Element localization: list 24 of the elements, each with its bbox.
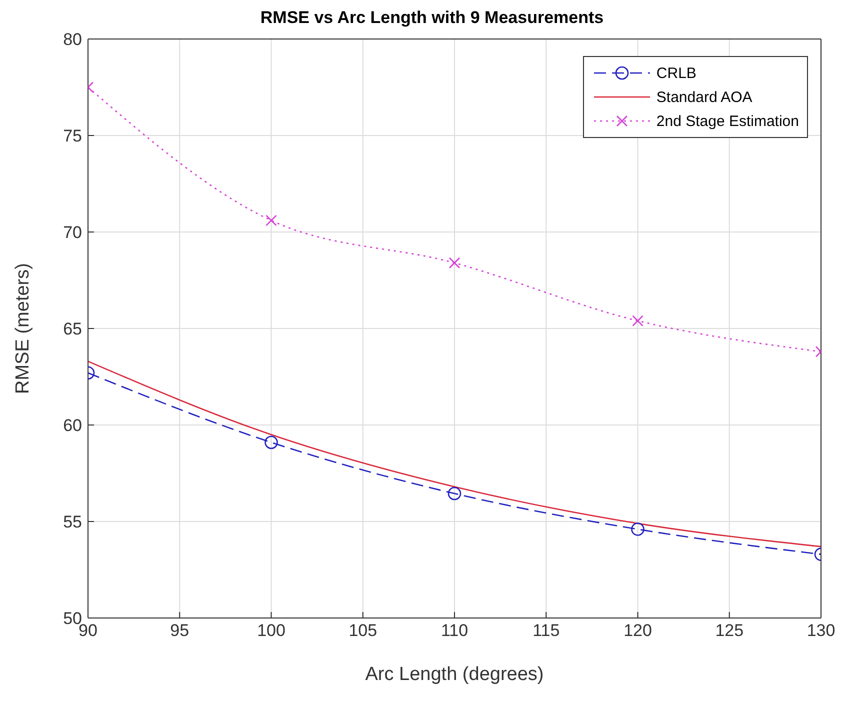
- y-tick-label: 75: [63, 126, 82, 146]
- point: [448, 486, 462, 500]
- y-tick-label: 80: [63, 30, 82, 50]
- x-tick-label: 115: [532, 621, 560, 640]
- point: [632, 315, 644, 326]
- legend-label: CRLB: [656, 64, 696, 82]
- y-axis-title: RMSE (meters): [12, 263, 34, 394]
- x-axis-title: Arc Length (degrees): [365, 664, 544, 685]
- x-tick-label: 95: [170, 621, 190, 640]
- x-tick-label: 130: [806, 621, 836, 640]
- chart-title: RMSE vs Arc Length with 9 Measurements: [259, 8, 605, 28]
- x-tick-label: 110: [440, 621, 468, 640]
- point: [448, 257, 460, 269]
- legend-label: 2nd Stage Estimation: [656, 112, 799, 130]
- point: [631, 522, 644, 536]
- x-tick-label: 105: [348, 621, 378, 640]
- x-tick-label: 120: [624, 621, 652, 640]
- y-tick-label: 65: [63, 320, 82, 339]
- x-tick-label: 125: [715, 621, 744, 640]
- x-tick-label: 100: [257, 621, 286, 640]
- y-tick-label: 55: [63, 512, 82, 532]
- y-tick-label: 70: [63, 223, 82, 242]
- y-tick-label: 60: [63, 416, 82, 436]
- legend-label: Standard AOA: [656, 88, 752, 106]
